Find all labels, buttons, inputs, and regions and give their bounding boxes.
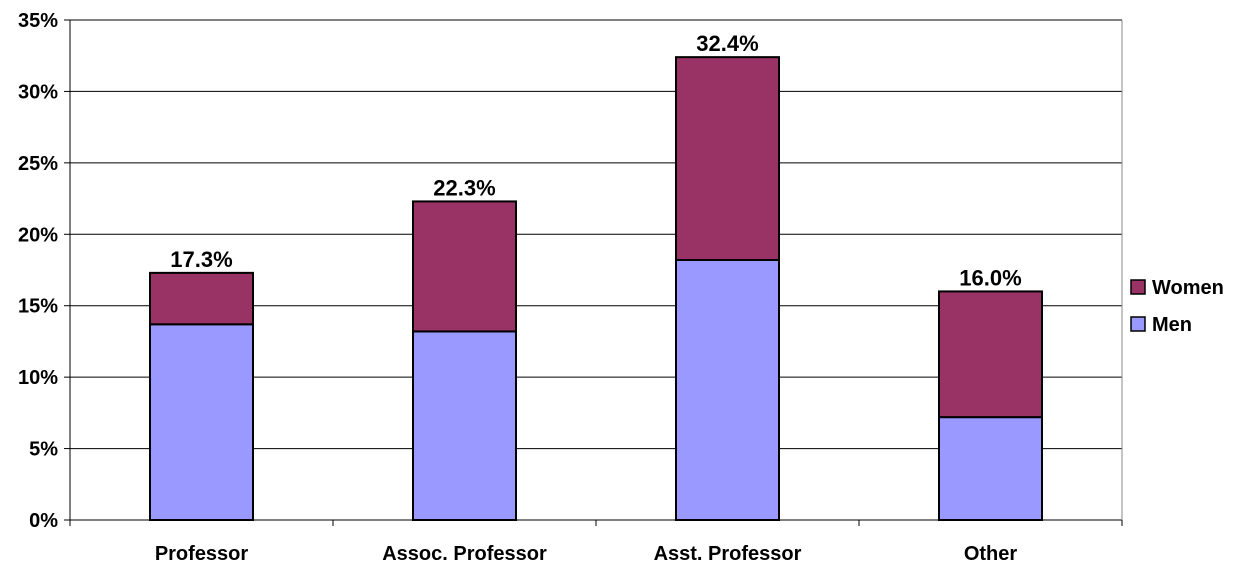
- legend-label-women: Women: [1152, 277, 1224, 299]
- bar-men-4: [938, 416, 1043, 521]
- axes: [69, 20, 1123, 526]
- x-category-label: Other: [964, 543, 1018, 565]
- legend-label-men: Men: [1152, 314, 1192, 336]
- y-tick-label: 20%: [18, 224, 58, 246]
- bars: [149, 56, 1043, 521]
- y-axis-tick-labels: 0% 5% 10% 15% 20% 25% 30% 35%: [18, 10, 70, 532]
- y-tick-label: 35%: [18, 10, 58, 32]
- y-tick-label: 25%: [18, 153, 58, 175]
- x-category-label: Professor: [155, 543, 249, 565]
- y-tick-label: 30%: [18, 81, 58, 103]
- bar-men-1: [149, 323, 254, 521]
- y-tick-label: 10%: [18, 367, 58, 389]
- total-data-label: 32.4%: [696, 31, 758, 56]
- y-tick-label: 0%: [29, 510, 58, 532]
- total-data-label: 16.0%: [959, 265, 1021, 290]
- legend-swatch-men: [1130, 316, 1146, 332]
- bar-women-2: [412, 200, 517, 333]
- total-data-label: 22.3%: [433, 175, 495, 200]
- total-data-label: 17.3%: [170, 247, 232, 272]
- bar-women-3: [675, 56, 780, 262]
- category-labels: Professor Assoc. Professor Asst. Professor…: [155, 543, 1018, 565]
- bar-women-4: [938, 290, 1043, 419]
- data-labels: 17.3% 22.3% 32.4% 16.0%: [170, 31, 1021, 290]
- y-tick-label: 5%: [29, 439, 58, 461]
- legend: Women Men: [1130, 277, 1224, 336]
- bar-men-2: [412, 330, 517, 521]
- legend-swatch-women: [1130, 279, 1146, 295]
- y-tick-label: 15%: [18, 296, 58, 318]
- bar-women-1: [149, 271, 254, 326]
- x-category-label: Asst. Professor: [654, 543, 802, 565]
- bar-men-3: [675, 259, 780, 521]
- x-category-label: Assoc. Professor: [382, 543, 547, 565]
